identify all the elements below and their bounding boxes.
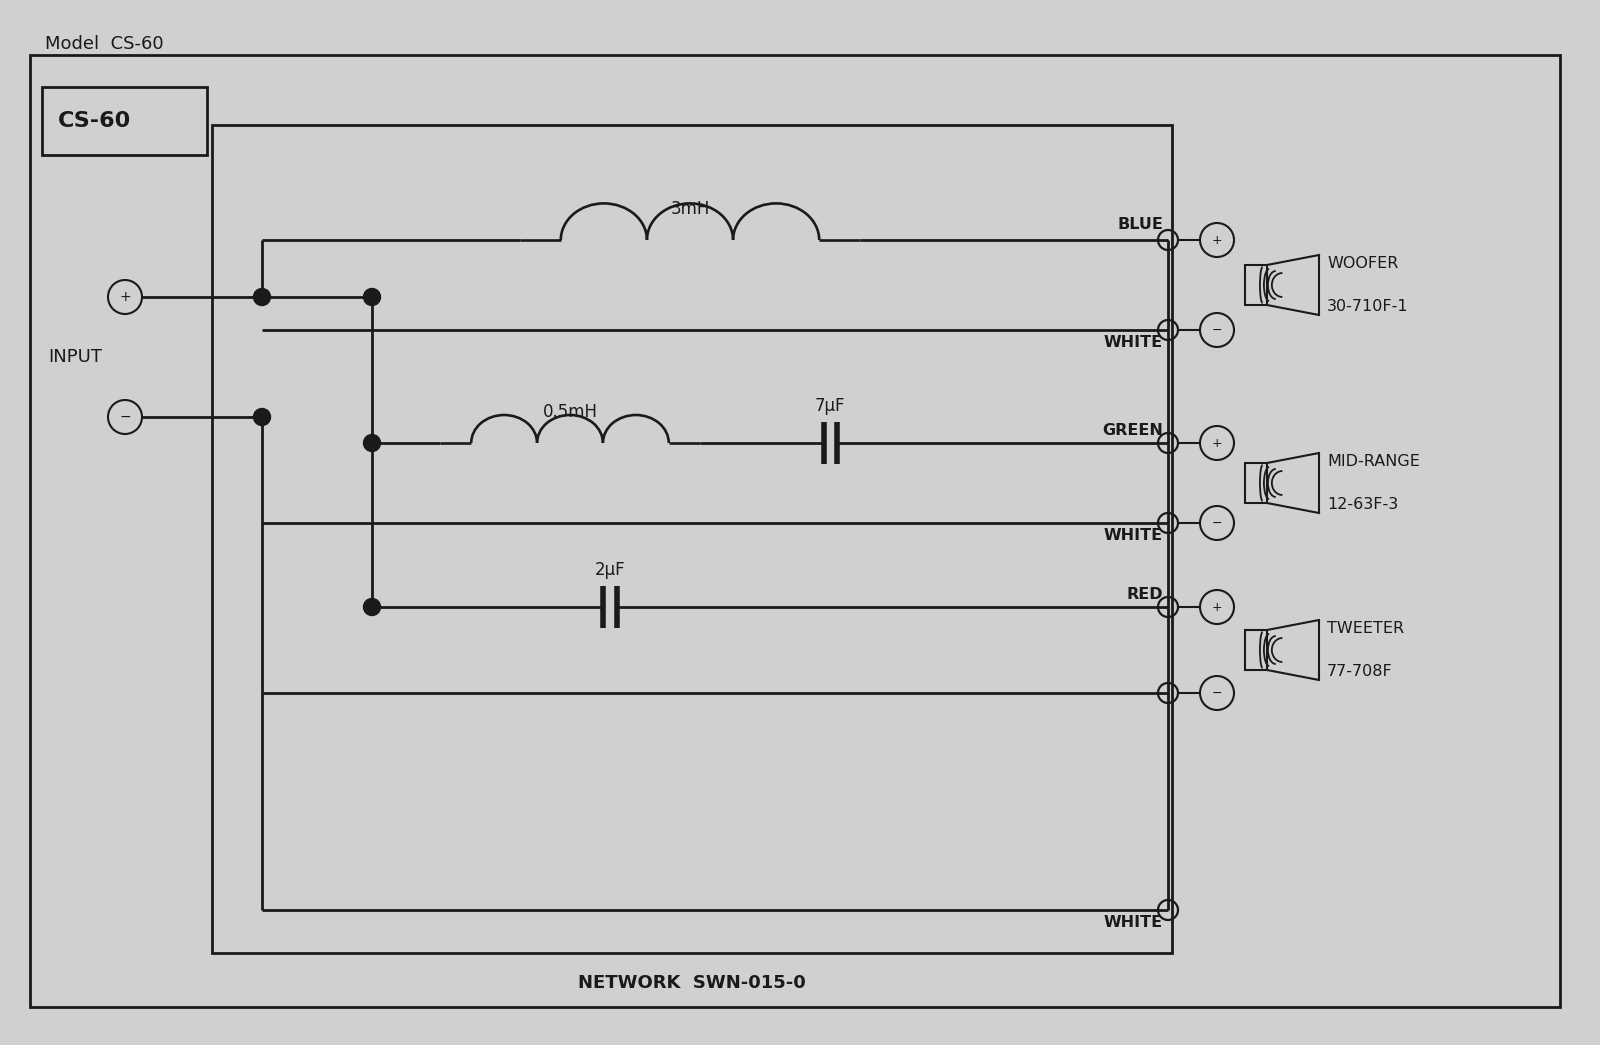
Text: WHITE: WHITE — [1104, 528, 1163, 543]
Circle shape — [363, 288, 381, 305]
Text: NETWORK  SWN-015-0: NETWORK SWN-015-0 — [578, 974, 806, 992]
Circle shape — [363, 599, 381, 616]
Bar — [1245, 463, 1267, 503]
Text: WHITE: WHITE — [1104, 335, 1163, 350]
Text: MID-RANGE: MID-RANGE — [1326, 454, 1419, 469]
Bar — [1245, 630, 1267, 670]
Text: TWEETER: TWEETER — [1326, 621, 1405, 636]
Text: 12-63F-3: 12-63F-3 — [1326, 497, 1398, 512]
Text: 0.5mH: 0.5mH — [542, 403, 597, 421]
Text: +: + — [1211, 601, 1222, 613]
Text: RED: RED — [1126, 587, 1163, 602]
Text: INPUT: INPUT — [48, 348, 102, 366]
Text: GREEN: GREEN — [1102, 423, 1163, 438]
Text: Model  CS-60: Model CS-60 — [45, 34, 163, 53]
Text: 2μF: 2μF — [595, 561, 626, 579]
Text: −: − — [118, 410, 131, 424]
Bar — [1245, 265, 1267, 305]
Circle shape — [253, 288, 270, 305]
Text: +: + — [1211, 437, 1222, 449]
Text: BLUE: BLUE — [1117, 217, 1163, 232]
Text: 77-708F: 77-708F — [1326, 664, 1392, 679]
Text: −: − — [1211, 324, 1222, 336]
FancyBboxPatch shape — [211, 125, 1173, 953]
Text: WHITE: WHITE — [1104, 915, 1163, 930]
Text: +: + — [1211, 233, 1222, 247]
Text: 3mH: 3mH — [670, 200, 710, 218]
Circle shape — [363, 435, 381, 451]
Text: −: − — [1211, 516, 1222, 530]
Text: 7μF: 7μF — [814, 397, 845, 415]
Text: CS-60: CS-60 — [58, 111, 131, 131]
Text: 30-710F-1: 30-710F-1 — [1326, 299, 1408, 313]
Text: −: − — [1211, 687, 1222, 699]
Text: WOOFER: WOOFER — [1326, 256, 1398, 271]
Text: +: + — [118, 291, 131, 304]
FancyBboxPatch shape — [42, 87, 206, 155]
Circle shape — [253, 409, 270, 425]
FancyBboxPatch shape — [30, 55, 1560, 1007]
